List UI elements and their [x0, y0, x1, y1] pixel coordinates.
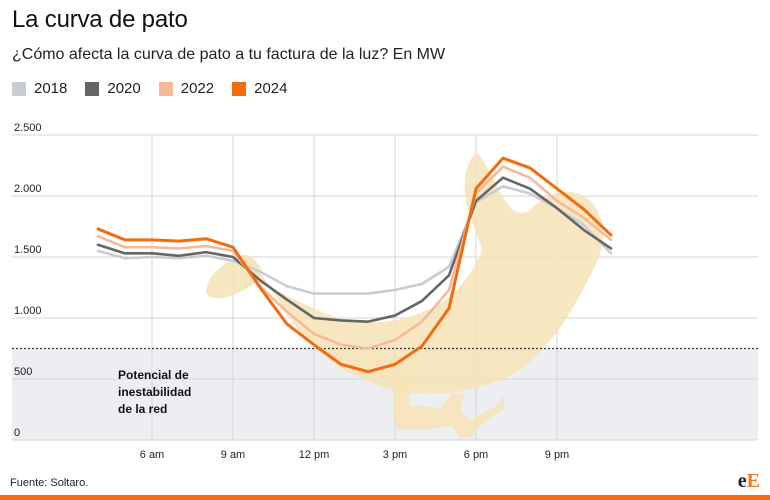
chart-title: La curva de pato: [12, 6, 188, 33]
legend-swatch-2022: [158, 81, 173, 96]
legend-swatch-2018: [12, 81, 26, 96]
x-tick-label: 6 pm: [464, 449, 488, 461]
annotation-line-2: inestabilidad: [118, 385, 191, 399]
legend-label-2018: 2018: [34, 80, 68, 97]
y-tick-label: 500: [14, 366, 32, 378]
y-tick-label: 1.500: [14, 244, 42, 256]
legend-label-2022: 2022: [180, 80, 215, 97]
duck-legs: [393, 380, 504, 438]
x-tick-label: 6 am: [140, 449, 164, 461]
y-tick-label: 2.500: [14, 122, 42, 134]
legend-item-2020: 2020: [85, 80, 141, 97]
logo-letter-e: e: [737, 470, 747, 492]
y-axis-tick-labels: 0 500 1.000 1.500 2.000 2.500: [14, 122, 42, 439]
series-line-2024: [96, 156, 613, 374]
legend-item-2018: 2018: [12, 80, 67, 97]
annotation-line-3: de la red: [118, 402, 167, 416]
x-tick-label: 3 pm: [383, 449, 407, 461]
source-note: Fuente: Soltaro.: [10, 477, 89, 489]
series-lines: [96, 156, 613, 374]
publisher-logo: eE: [738, 470, 760, 493]
legend-swatch-2024: [232, 81, 247, 96]
annotation-line-1: Potencial de: [118, 368, 189, 382]
logo-letter-capital-e: E: [746, 470, 760, 492]
series-line-2022: [96, 165, 613, 350]
legend-swatch-2020: [85, 81, 100, 96]
series-line-2020: [96, 176, 613, 323]
y-tick-label: 0: [14, 427, 20, 439]
x-axis-tick-labels: 6 am 9 am 12 pm 3 pm 6 pm 9 pm: [140, 449, 569, 461]
x-tick-label: 12 pm: [299, 449, 330, 461]
legend-item-2022: 2022: [158, 80, 215, 97]
series-line-2018: [96, 184, 613, 295]
legend: 2018 2020 2022 2024: [12, 80, 288, 97]
chart-subtitle: ¿Cómo afecta la curva de pato a tu factu…: [12, 46, 446, 63]
duck-curve-chart: 0 500 1.000 1.500 2.000 2.500 6 am 9 am 12 pm 3 …: [12, 122, 758, 461]
bottom-accent-bar: [0, 495, 770, 500]
duck-body: [236, 152, 603, 394]
x-tick-label: 9 pm: [545, 449, 569, 461]
y-tick-label: 2.000: [14, 183, 42, 195]
legend-item-2024: 2024: [232, 80, 288, 97]
legend-label-2020: 2020: [107, 80, 141, 97]
y-tick-label: 1.000: [14, 305, 42, 317]
legend-label-2024: 2024: [254, 80, 288, 97]
x-tick-label: 9 am: [221, 449, 245, 461]
